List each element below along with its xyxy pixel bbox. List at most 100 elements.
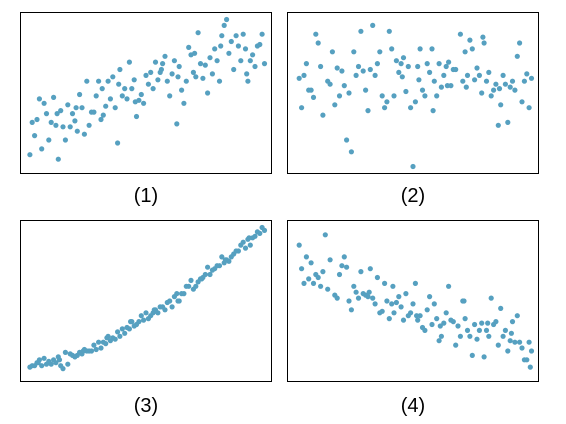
- scatter-point: [126, 326, 132, 332]
- scatter-point: [242, 46, 249, 52]
- scatter-point: [355, 63, 362, 70]
- scatter-point: [247, 242, 253, 248]
- scatter-point: [34, 116, 40, 123]
- scatter-point: [372, 72, 378, 78]
- scatter-point: [205, 90, 211, 96]
- scatter-point: [434, 93, 440, 99]
- scatter-point: [221, 22, 227, 28]
- scatter-point: [233, 33, 239, 39]
- scatter-point: [514, 53, 520, 59]
- scatter-point: [467, 37, 473, 43]
- scatter-point: [334, 65, 340, 71]
- data-points: [27, 224, 268, 372]
- scatter-point: [261, 227, 268, 233]
- scatter-point: [129, 86, 135, 92]
- scatter-point: [301, 280, 307, 286]
- panel-label: (2): [401, 185, 425, 207]
- scatter-point: [126, 59, 132, 65]
- scatter-point: [51, 94, 57, 100]
- scatter-point: [93, 93, 99, 99]
- panel-label: (1): [134, 185, 158, 207]
- scatter-point: [398, 304, 404, 310]
- plot-frame: [287, 220, 539, 382]
- scatter-point: [396, 294, 402, 300]
- scatter-point: [53, 360, 59, 366]
- scatter-point: [179, 87, 185, 93]
- scatter-point: [39, 146, 45, 152]
- scatter-point: [296, 75, 302, 81]
- scatter-point: [408, 105, 414, 111]
- scatter-point: [438, 333, 444, 339]
- scatter-point: [152, 59, 159, 65]
- scatter-point: [450, 319, 456, 325]
- scatter-point: [498, 102, 504, 108]
- scatter-point: [160, 61, 166, 67]
- scatter-point: [437, 323, 443, 329]
- scatter-point: [422, 327, 428, 333]
- scatter-point: [367, 266, 373, 272]
- scatter-point: [327, 257, 333, 263]
- scatter-point: [408, 310, 414, 316]
- scatter-point: [122, 86, 128, 92]
- scatter-point: [351, 49, 357, 55]
- scatter-point: [246, 235, 252, 241]
- scatter-point: [155, 77, 161, 83]
- scatter-point: [393, 58, 399, 64]
- scatter-point: [175, 298, 181, 304]
- scatter-point: [186, 283, 192, 289]
- scatter-point: [219, 33, 225, 39]
- scatter-point: [174, 291, 180, 297]
- scatter-point: [84, 78, 90, 84]
- scatter-point: [216, 263, 223, 269]
- scatter-point: [422, 93, 428, 99]
- scatter-point: [507, 338, 513, 344]
- scatter-point: [443, 310, 449, 316]
- scatter-point: [218, 43, 224, 49]
- scatter-point: [199, 276, 205, 282]
- scatter-point: [115, 329, 121, 335]
- scatter-point: [360, 68, 366, 74]
- scatter-point: [145, 81, 151, 87]
- scatter-point: [222, 257, 228, 263]
- scatter-point: [460, 78, 466, 84]
- scatter-point: [391, 93, 397, 99]
- scatter-point: [486, 69, 492, 75]
- scatter-point: [190, 69, 196, 75]
- scatter-point: [117, 333, 123, 339]
- scatter-point: [524, 71, 530, 77]
- scatter-point: [370, 22, 376, 28]
- scatter-point: [65, 102, 71, 108]
- scatter-point: [508, 330, 514, 336]
- scatter-point: [500, 333, 506, 339]
- scatter-point: [245, 78, 251, 84]
- scatter-point: [169, 304, 175, 310]
- scatter-point: [509, 319, 516, 325]
- scatter-point: [519, 345, 525, 351]
- scatter-point: [434, 316, 440, 322]
- scatter-point: [344, 137, 350, 143]
- scatter-point: [431, 78, 437, 84]
- panel-label: (4): [401, 395, 425, 417]
- scatter-point: [424, 61, 430, 67]
- scatter-point: [117, 66, 123, 73]
- scatter-point: [474, 65, 480, 71]
- scatter-point: [493, 319, 499, 325]
- scatter-point: [257, 230, 263, 236]
- scatter-point: [77, 91, 83, 98]
- scatter-point: [119, 93, 125, 99]
- scatter-point: [358, 269, 364, 275]
- scatter-point: [183, 78, 189, 84]
- data-points: [296, 22, 535, 170]
- scatter-point: [252, 233, 258, 239]
- scatter-point: [524, 357, 530, 363]
- scatter-point: [250, 52, 256, 58]
- scatter-point: [193, 74, 199, 80]
- scatter-point: [403, 88, 409, 95]
- scatter-point: [509, 78, 516, 84]
- scatter-point: [528, 75, 535, 81]
- scatter-point: [238, 58, 244, 64]
- scatter-point: [207, 271, 213, 278]
- scatter-point: [463, 84, 469, 90]
- scatter-point: [336, 93, 343, 99]
- scatter-point: [457, 333, 463, 339]
